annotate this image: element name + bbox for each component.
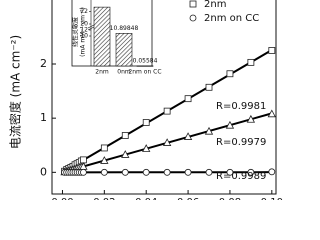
inset-x-tick-label: 2nm on CC (128, 69, 161, 76)
inset-y-tick-label: 10 (80, 33, 88, 40)
legend-marker (189, 0, 197, 8)
point (247, 168, 255, 176)
legend-marker (189, 14, 197, 22)
point (100, 168, 108, 176)
point (184, 168, 192, 176)
point (225, 120, 235, 129)
point (100, 156, 109, 164)
x-tick-label: 0.06 (177, 197, 199, 200)
inset-x-tick-label: 0nm (117, 69, 131, 76)
y-tick-label: 0 (40, 165, 47, 178)
point (162, 138, 172, 146)
point (267, 109, 276, 118)
x-tick-label: 0.02 (93, 197, 115, 200)
inset-bar (115, 33, 133, 67)
point (246, 114, 256, 123)
inset-y-tick-label: 20 (80, 21, 88, 28)
point (268, 168, 276, 176)
inset-bar (93, 6, 111, 67)
annotation: R=0.9979 (216, 137, 266, 148)
point (205, 83, 213, 91)
point (226, 168, 234, 176)
y-tick-label: 2 (40, 57, 47, 70)
inset-x-tick-label: 2nm (95, 69, 109, 76)
point (100, 144, 108, 152)
axis-break (87, 26, 95, 31)
point (205, 168, 213, 176)
plot-frame (51, 0, 277, 195)
point (121, 168, 129, 176)
annotation: R=0.9989 (216, 171, 266, 182)
point (163, 107, 171, 115)
inset-y-tick-label: 12 (80, 27, 88, 34)
annotation: R=0.9981 (216, 101, 266, 112)
point (247, 58, 255, 66)
point (204, 126, 214, 135)
inset-value-label: 10.89848 (110, 25, 139, 32)
point (142, 119, 150, 126)
inset-frame (71, 0, 153, 67)
point (121, 150, 130, 158)
inset-bar (136, 65, 154, 67)
point (80, 156, 87, 164)
x-tick-label: 0.10 (261, 197, 283, 200)
point (163, 168, 171, 176)
chart: 电流密度 (mA cm⁻²) 0120.000.020.040.060.080.… (8, 0, 283, 200)
y-axis-label: 电流密度 (mA cm⁻²) (8, 35, 23, 149)
point (184, 95, 192, 103)
point (183, 132, 193, 140)
inset-value-label: 0.05584 (133, 57, 158, 64)
point (142, 144, 151, 152)
x-tick-label: 0.08 (219, 197, 241, 200)
point (142, 168, 150, 176)
legend-label: 2nm (204, 0, 226, 10)
inset-y-tick-label: 22 (80, 8, 88, 15)
point (121, 132, 129, 139)
axis-break (87, 24, 95, 29)
point (268, 47, 276, 54)
y-tick-label: 1 (40, 111, 47, 124)
point (226, 70, 234, 78)
inset-y-label: (mA mM⁻¹ cm⁻²) (80, 7, 87, 57)
legend-label: 2nm on CC (204, 13, 259, 24)
x-tick-label: 0.00 (51, 197, 73, 200)
x-tick-label: 0.04 (135, 197, 157, 200)
point (80, 168, 87, 176)
inset-y-label: 线性灵敏度 (72, 17, 80, 47)
